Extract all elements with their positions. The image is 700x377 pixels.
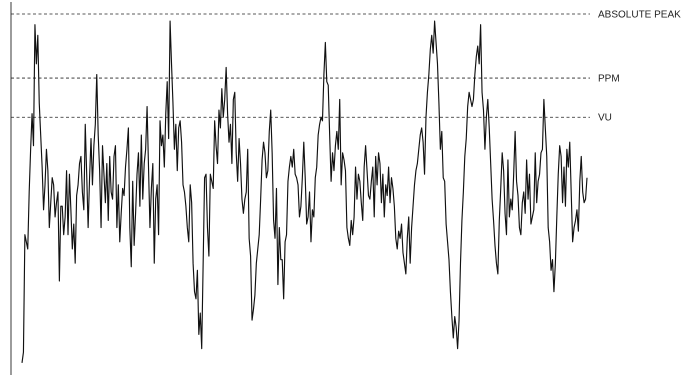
absolute-peak-label: ABSOLUTE PEAK xyxy=(598,10,681,21)
signal-waveform-line xyxy=(21,20,588,363)
reference-line-ppm: PPM xyxy=(11,74,620,85)
reference-line-vu: VU xyxy=(11,113,612,124)
reference-line-absolute-peak: ABSOLUTE PEAK xyxy=(11,10,681,21)
vu-label: VU xyxy=(598,113,612,124)
ppm-label: PPM xyxy=(598,74,620,85)
